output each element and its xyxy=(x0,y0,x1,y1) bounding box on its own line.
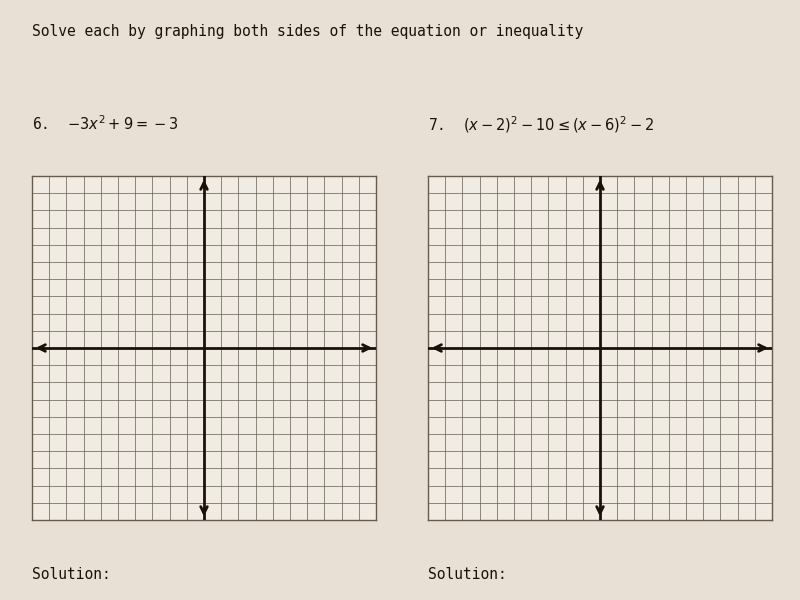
Text: Solution:: Solution: xyxy=(428,567,506,582)
Text: 6.  $-3x^2+9=-3$: 6. $-3x^2+9=-3$ xyxy=(32,114,178,133)
Text: 7.  $(x-2)^2-10 \leq (x-6)^2-2$: 7. $(x-2)^2-10 \leq (x-6)^2-2$ xyxy=(428,114,654,134)
Text: Solve each by graphing both sides of the equation or inequality: Solve each by graphing both sides of the… xyxy=(32,24,583,39)
Text: Solution:: Solution: xyxy=(32,567,110,582)
